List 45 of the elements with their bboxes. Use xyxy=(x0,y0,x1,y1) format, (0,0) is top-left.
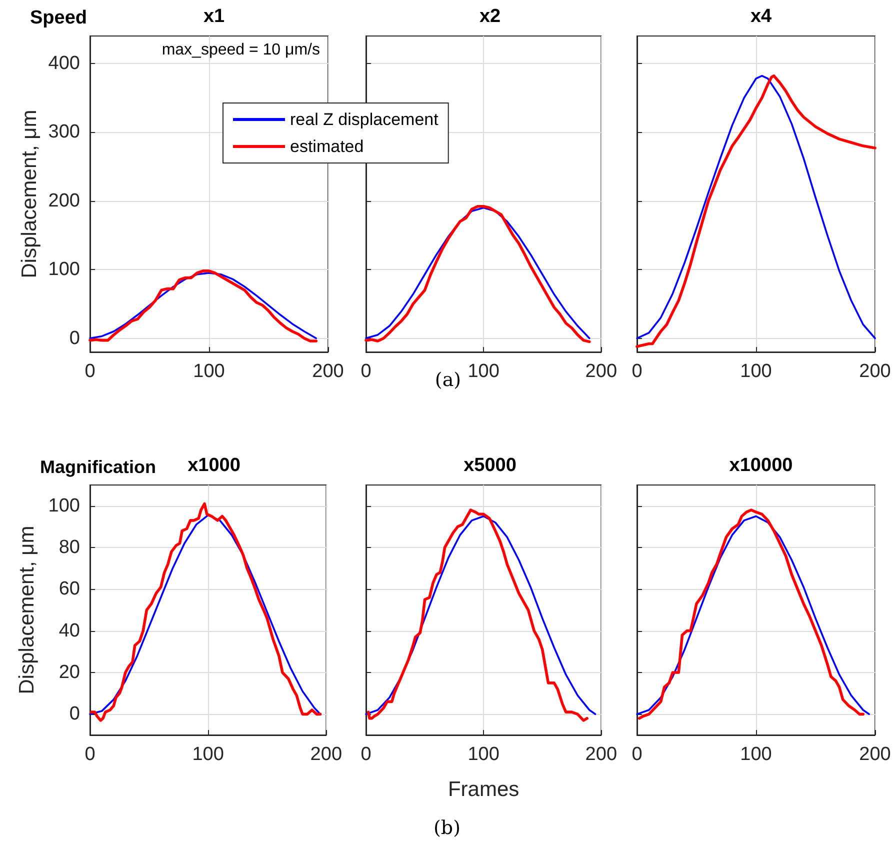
y-tick-label: 0 xyxy=(69,704,80,725)
y-tick-label: 200 xyxy=(48,190,80,212)
y-tick-label: 400 xyxy=(48,52,80,74)
x-tick-label: 100 xyxy=(468,744,500,765)
y-tick-label: 40 xyxy=(58,620,80,642)
legend-label: estimated xyxy=(290,137,364,156)
x-tick-label: 0 xyxy=(360,361,372,382)
y-tick-label: 20 xyxy=(58,662,80,683)
text: Magnification xyxy=(40,457,156,477)
x-tick-label: 100 xyxy=(192,744,224,765)
x-tick-label: 200 xyxy=(585,361,617,382)
x-tick-label: 0 xyxy=(360,744,372,765)
x-tick-label: 200 xyxy=(859,744,891,765)
y-tick-label: 100 xyxy=(48,259,80,280)
text: Speed xyxy=(30,8,88,28)
x-tick-label: 0 xyxy=(632,744,642,765)
text: (a) xyxy=(434,369,462,391)
x-tick-label: 200 xyxy=(585,744,617,765)
chart-title: x10000 xyxy=(729,455,793,476)
x-tick-label: 0 xyxy=(632,361,642,382)
y-tick-label: 300 xyxy=(48,122,80,143)
chart-title: x4 xyxy=(750,6,772,27)
annotation: max_speed = 10 μm/s xyxy=(162,42,320,58)
y-axis-title: Displacement, μm xyxy=(15,526,38,694)
text: (b) xyxy=(434,817,460,839)
x-tick-label: 200 xyxy=(312,361,344,382)
x-tick-label: 0 xyxy=(84,361,96,382)
chart-title: x5000 xyxy=(464,455,516,476)
chart-title: x1000 xyxy=(188,455,240,476)
x-tick-label: 200 xyxy=(859,361,891,382)
y-axis-title: Displacement, μm xyxy=(18,110,41,278)
y-tick-label: 60 xyxy=(58,578,80,600)
x-tick-label: 100 xyxy=(740,744,772,765)
x-tick-label: 100 xyxy=(740,361,772,382)
y-tick-label: 80 xyxy=(58,537,80,558)
x-tick-label: 100 xyxy=(468,361,500,382)
y-tick-label: 100 xyxy=(48,495,80,516)
x-axis-title: Frames xyxy=(448,778,520,801)
legend-label: real Z displacement xyxy=(290,110,439,129)
chart-title: x1 xyxy=(203,6,225,27)
y-tick-label: 0 xyxy=(69,328,80,349)
x-tick-label: 0 xyxy=(84,744,96,765)
x-tick-label: 100 xyxy=(193,361,225,382)
chart-title: x2 xyxy=(479,6,501,27)
x-tick-label: 200 xyxy=(310,744,342,765)
